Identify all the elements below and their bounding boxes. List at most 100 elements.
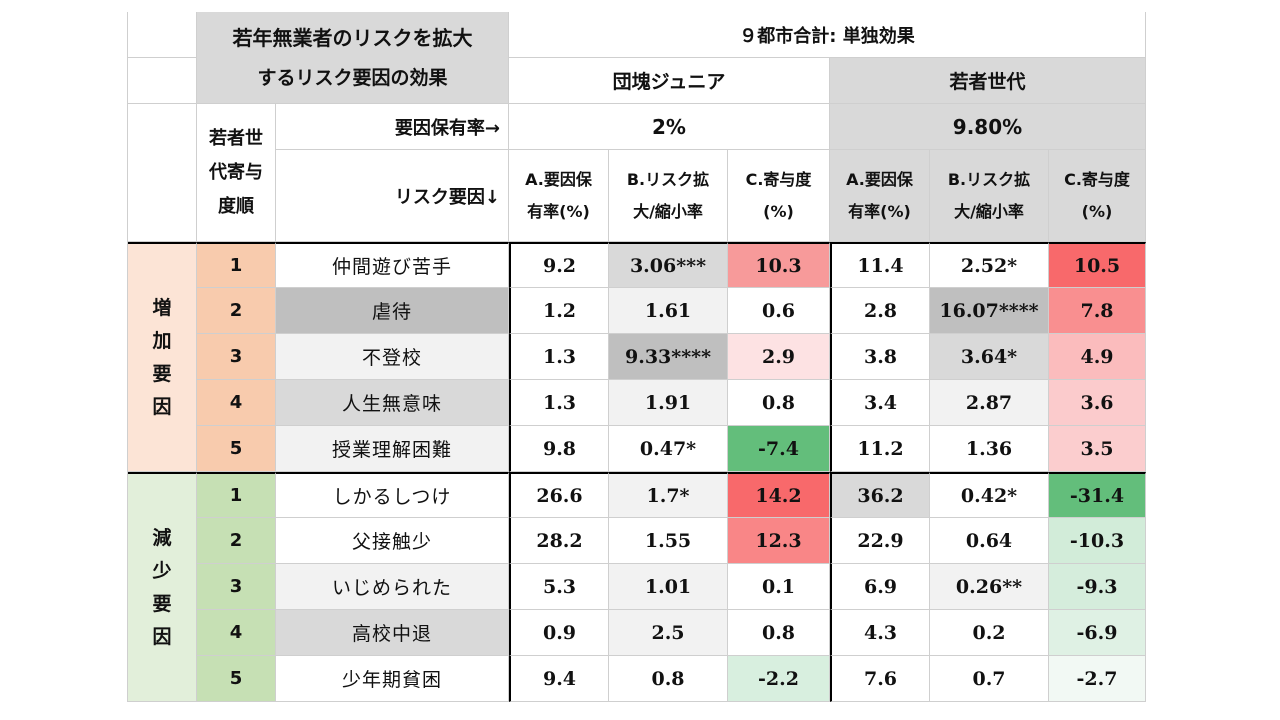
factor-cell: 少年期貧困 [276,656,509,702]
g2-rate-cell: 22.9 [830,518,930,564]
corner-cell-2 [128,58,197,104]
rank-cell: 1 [197,242,276,288]
g2-rate-cell: 3.8 [830,334,930,380]
g2-contrib-cell: -10.3 [1049,518,1146,564]
rank-cell: 2 [197,518,276,564]
side-increase-char: 要 [152,362,172,385]
g1-ratio-cell: 2.5 [609,610,728,656]
g2-ratio-cell: 1.36 [930,426,1049,472]
g1-rate-cell: 1.3 [509,334,609,380]
g1-ratio-cell: 0.8 [609,656,728,702]
g1-rate-cell: 26.6 [509,472,609,518]
g2-rate-cell: 2.8 [830,288,930,334]
g2-contrib-cell: 3.6 [1049,380,1146,426]
g1-ratio-cell: 9.33**** [609,334,728,380]
g2-ratio-cell: 2.52* [930,242,1049,288]
rank-cell: 2 [197,288,276,334]
g1-rate-cell: 1.2 [509,288,609,334]
g2-col-c-header: C.寄与度 (%) [1049,150,1146,242]
factor-cell: 不登校 [276,334,509,380]
g1-contrib-cell: 14.2 [728,472,830,518]
g2-ratio-cell: 0.7 [930,656,1049,702]
g2-contrib-cell: 10.5 [1049,242,1146,288]
factor-cell: 虐待 [276,288,509,334]
table-title-line1: 若年無業者のリスクを拡大 [232,25,473,50]
g1-rate-cell: 9.8 [509,426,609,472]
g2-col-b-line2: 大/縮小率 [954,201,1024,221]
g1-ratio-cell: 1.61 [609,288,728,334]
g1-rate-cell: 9.4 [509,656,609,702]
rank-cell: 5 [197,656,276,702]
side-decrease-char: 少 [152,559,172,582]
rate-label: 要因保有率→ [276,104,509,150]
g1-rate-cell: 28.2 [509,518,609,564]
factor-cell: 父接触少 [276,518,509,564]
g2-contrib-cell: -31.4 [1049,472,1146,518]
g1-ratio-cell: 1.01 [609,564,728,610]
g1-col-b-line2: 大/縮小率 [633,201,703,221]
side-increase-char: 加 [152,329,172,352]
g1-rate-cell: 1.3 [509,380,609,426]
g1-ratio-cell: 1.91 [609,380,728,426]
factor-cell: 高校中退 [276,610,509,656]
corner-cell [128,12,197,58]
g2-ratio-cell: 0.42* [930,472,1049,518]
group2-rate: 9.80% [830,104,1146,150]
g2-col-b-header: B.リスク拡 大/縮小率 [930,150,1049,242]
g2-col-c-line1: C.寄与度 [1064,169,1130,189]
rank-cell: 4 [197,380,276,426]
rank-cell: 1 [197,472,276,518]
g1-col-c-header: C.寄与度 (%) [728,150,830,242]
g1-col-a-line2: 有率(%) [527,201,590,221]
g1-ratio-cell: 1.7* [609,472,728,518]
g2-col-a-header: A.要因保 有率(%) [830,150,930,242]
g2-rate-cell: 7.6 [830,656,930,702]
rank-cell: 5 [197,426,276,472]
rank-header: 若者世 代寄与 度順 [197,104,276,242]
g2-col-c-line2: (%) [1081,201,1113,221]
side-label-increase: 増 加 要 因 [128,242,197,472]
factor-cell: しかるしつけ [276,472,509,518]
g2-contrib-cell: 7.8 [1049,288,1146,334]
risk-factor-table: 若年無業者のリスクを拡大 するリスク要因の効果 ９都市合計: 単独効果 団塊ジュ… [127,12,1146,702]
side-increase-char: 因 [152,395,172,418]
factor-label: リスク要因↓ [276,150,509,242]
g1-col-c-line1: C.寄与度 [745,169,812,189]
g2-rate-cell: 11.4 [830,242,930,288]
g2-ratio-cell: 0.2 [930,610,1049,656]
g2-ratio-cell: 2.87 [930,380,1049,426]
table-title: 若年無業者のリスクを拡大 するリスク要因の効果 [197,12,509,104]
side-label-decrease: 減 少 要 因 [128,472,197,702]
side-decrease-char: 因 [152,625,172,648]
g2-rate-cell: 6.9 [830,564,930,610]
g2-ratio-cell: 3.64* [930,334,1049,380]
g2-ratio-cell: 0.64 [930,518,1049,564]
g2-rate-cell: 4.3 [830,610,930,656]
factor-cell: いじめられた [276,564,509,610]
g2-contrib-cell: 4.9 [1049,334,1146,380]
g2-col-a-line1: A.要因保 [846,169,913,189]
g1-contrib-cell: 10.3 [728,242,830,288]
g1-rate-cell: 0.9 [509,610,609,656]
group1-rate: 2% [509,104,830,150]
g1-contrib-cell: 12.3 [728,518,830,564]
g1-contrib-cell: 0.6 [728,288,830,334]
g1-contrib-cell: 0.1 [728,564,830,610]
group2-name: 若者世代 [830,58,1146,104]
g2-contrib-cell: 3.5 [1049,426,1146,472]
g2-col-a-line2: 有率(%) [848,201,911,221]
g1-rate-cell: 9.2 [509,242,609,288]
rank-header-line1: 若者世 [209,127,263,149]
g1-ratio-cell: 1.55 [609,518,728,564]
g1-ratio-cell: 3.06*** [609,242,728,288]
factor-cell: 仲間遊び苦手 [276,242,509,288]
side-decrease-char: 要 [152,592,172,615]
g1-col-a-line1: A.要因保 [525,169,592,189]
factor-cell: 人生無意味 [276,380,509,426]
g1-contrib-cell: -7.4 [728,426,830,472]
rank-cell: 4 [197,610,276,656]
top-header: ９都市合計: 単独効果 [509,12,1146,58]
side-increase-char: 増 [152,296,172,319]
g1-rate-cell: 5.3 [509,564,609,610]
g2-rate-cell: 3.4 [830,380,930,426]
